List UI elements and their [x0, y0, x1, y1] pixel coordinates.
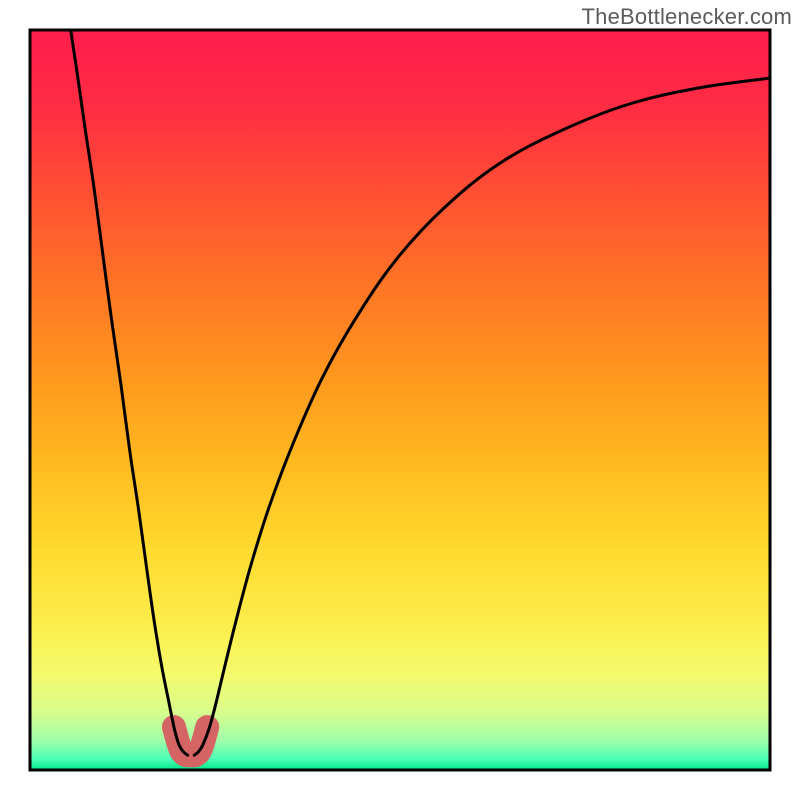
- plot-area: [30, 30, 770, 770]
- watermark-label: TheBottlenecker.com: [582, 4, 792, 30]
- chart-root: TheBottlenecker.com: [0, 0, 800, 800]
- gradient-background: [30, 30, 770, 770]
- bottleneck-chart: [0, 0, 800, 800]
